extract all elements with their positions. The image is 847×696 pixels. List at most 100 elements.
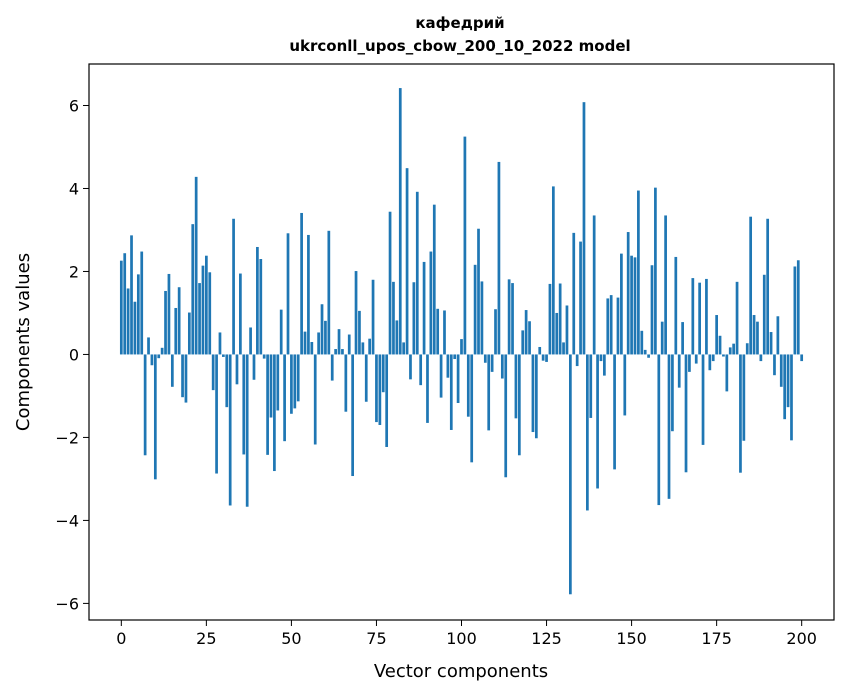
bar [790,354,793,441]
bar [208,272,212,355]
bar [157,354,161,359]
bar [290,354,293,414]
bar [296,354,300,402]
bar [528,321,531,355]
bar [466,354,470,417]
x-tick-label: 150 [616,629,647,648]
bar [303,331,307,355]
bar [381,354,385,393]
bar [252,354,256,380]
bar [728,347,732,355]
bar [143,354,147,456]
y-tick-label: −2 [55,428,79,447]
bar [483,354,487,363]
bar [603,354,606,376]
bar [800,354,804,362]
bar [222,354,225,357]
bar [378,354,382,425]
bar [749,216,753,355]
bar [521,330,525,355]
chart-title-line1: кафедрий [415,14,504,32]
bar [589,354,593,418]
bar [650,265,654,355]
bar [630,255,633,355]
bar [718,335,722,355]
bar [582,102,586,355]
bar [187,312,191,355]
bar [592,215,596,355]
bar [762,274,766,355]
bar [664,215,667,355]
x-tick-label: 100 [446,629,477,648]
bar [344,354,348,412]
bar [409,354,412,380]
bar [259,259,263,355]
bar [133,301,137,355]
y-tick-label: 4 [69,179,79,198]
x-tick-label: 50 [281,629,301,648]
bar [500,354,504,379]
bar [460,339,463,355]
bar [225,354,229,408]
bar [548,283,552,355]
bar [147,337,150,355]
x-axis-label: Vector components [374,661,548,682]
bar [351,354,354,477]
bar [358,310,361,355]
bar [228,354,232,506]
bar [432,204,436,355]
chart-title-line2: ukrconll_upos_cbow_200_10_2022 model [289,37,630,55]
bar [773,354,776,376]
bar [609,295,613,355]
bar [364,354,368,402]
bar [541,354,545,361]
x-tick-label: 25 [196,629,216,648]
bar [531,354,535,433]
bar [439,354,443,398]
bar [711,354,715,362]
bar [395,320,399,355]
bar [691,278,695,355]
bar [752,315,756,355]
bar [640,330,644,355]
bar [745,343,749,355]
bar [708,354,712,371]
bar [497,161,501,355]
bar [174,307,178,355]
x-tick-label: 175 [701,629,732,648]
bar [453,354,457,360]
bar [245,354,249,507]
bar [660,321,664,355]
bar [330,354,334,381]
bar [130,235,133,355]
bar [551,186,555,355]
plot-frame [88,63,835,621]
bar [565,305,569,355]
bar [405,168,409,355]
bar [361,342,365,355]
bar [596,354,599,489]
bar [429,251,433,355]
bar [232,218,235,355]
bar [637,190,640,355]
bar [623,354,627,416]
bar [766,218,770,355]
bar [477,228,480,355]
y-tick-label: 6 [69,96,79,115]
bar [739,354,742,473]
bar [514,354,518,419]
bar [456,354,460,403]
bar [732,343,736,355]
bar [538,346,542,355]
bar [643,349,647,355]
bar [735,281,739,355]
bar [181,354,184,398]
bar [354,271,358,355]
bar [167,273,171,355]
bar [347,334,351,355]
bar [470,354,474,463]
bar [177,287,181,355]
bar [684,354,688,473]
bar [759,354,763,362]
